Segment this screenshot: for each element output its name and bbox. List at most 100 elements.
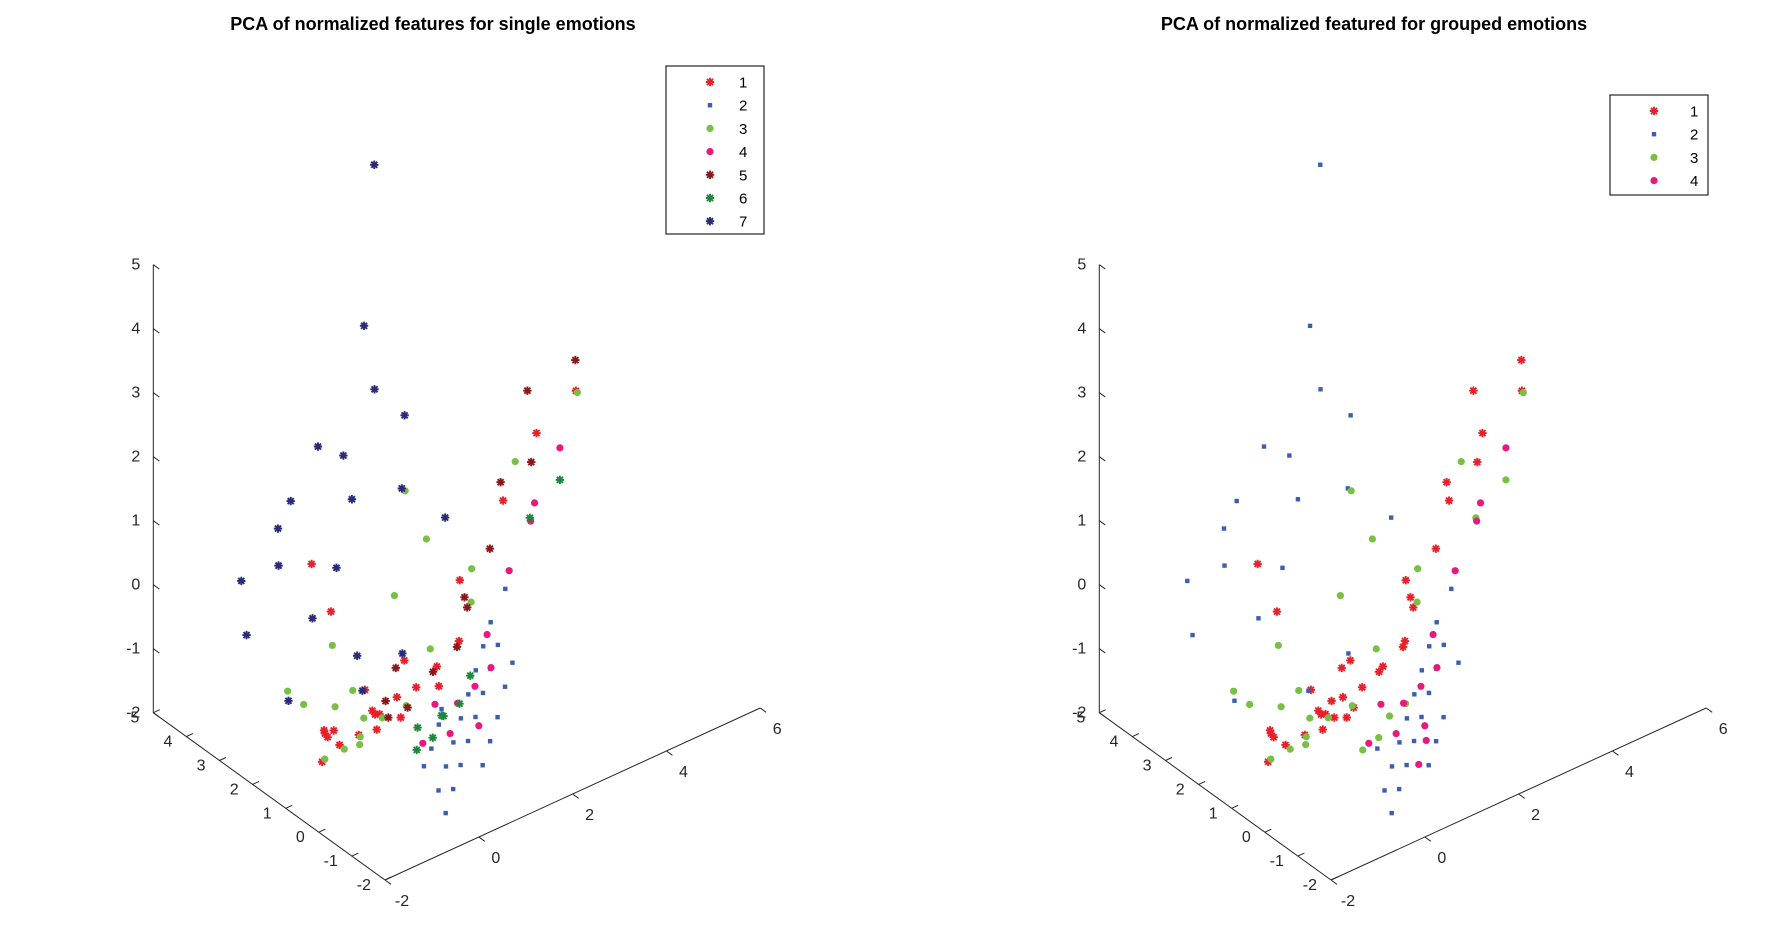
data-point — [426, 645, 434, 653]
x-tick-mark — [759, 707, 767, 713]
data-point — [307, 559, 316, 569]
data-point — [1277, 703, 1285, 711]
z-tick-mark — [1099, 264, 1106, 270]
data-point — [1377, 700, 1385, 708]
y-tick-label: -1 — [1270, 853, 1284, 870]
data-point — [1368, 535, 1376, 543]
y-tick-mark — [285, 804, 293, 809]
data-point — [510, 660, 515, 665]
data-point — [400, 656, 409, 665]
data-point — [391, 663, 400, 673]
data-point — [1318, 725, 1327, 734]
z-tick-mark — [1099, 648, 1106, 654]
data-point — [1451, 567, 1459, 575]
y-tick-mark — [1330, 876, 1338, 881]
data-point — [329, 726, 338, 735]
y-tick-mark — [1132, 733, 1140, 738]
data-point — [1347, 487, 1355, 495]
data-point — [1324, 714, 1332, 722]
data-point — [403, 703, 412, 712]
x-tick-mark — [1518, 793, 1525, 799]
data-point — [319, 726, 329, 735]
data-point — [1473, 457, 1482, 467]
y-tick-mark — [351, 852, 359, 857]
y-tick-mark — [1165, 757, 1173, 761]
data-point — [347, 495, 357, 504]
y-tick-mark — [219, 757, 227, 761]
series-2 — [1185, 162, 1461, 816]
series-5 — [381, 355, 580, 722]
data-point — [1469, 386, 1478, 395]
legend-marker — [705, 77, 715, 87]
z-tick-mark — [1099, 584, 1106, 590]
x-tick-label: -2 — [1341, 893, 1355, 910]
data-point — [1419, 714, 1424, 720]
data-point — [436, 788, 441, 793]
data-point — [1253, 559, 1262, 569]
data-point — [1261, 444, 1267, 449]
x-tick-mark — [1612, 750, 1619, 756]
data-point — [1295, 686, 1303, 695]
data-point — [1336, 592, 1344, 600]
data-point — [1417, 682, 1425, 690]
data-point — [356, 740, 364, 749]
data-point — [1449, 586, 1454, 592]
data-point — [1422, 736, 1430, 745]
z-tick-label: 4 — [131, 321, 140, 338]
legend-marker — [705, 170, 715, 179]
data-point — [480, 763, 485, 768]
data-point — [443, 810, 448, 816]
data-point — [1431, 544, 1441, 553]
legend-entry-label: 5 — [739, 167, 747, 184]
data-point — [1441, 642, 1447, 648]
z-tick-mark — [153, 648, 160, 654]
data-point — [323, 733, 332, 742]
z-tick-label: 2 — [131, 449, 140, 466]
data-point — [1412, 692, 1417, 697]
z-tick-label: -2 — [126, 705, 140, 722]
data-point — [1359, 746, 1367, 754]
data-point — [485, 544, 495, 553]
y-tick-mark — [186, 733, 194, 738]
data-point — [465, 738, 471, 744]
data-point — [1374, 667, 1384, 676]
data-point — [1419, 668, 1424, 673]
data-point — [317, 757, 327, 766]
data-point — [284, 687, 292, 695]
data-point — [1232, 698, 1237, 703]
data-point — [511, 458, 519, 466]
x-tick-mark — [1424, 836, 1432, 842]
data-point — [460, 593, 469, 602]
data-point — [1433, 739, 1439, 744]
z-tick-label: 2 — [1077, 449, 1086, 466]
data-point — [358, 686, 367, 695]
series-3 — [284, 389, 581, 763]
data-point — [1389, 810, 1394, 816]
data-point — [1302, 733, 1310, 741]
x-tick-label: -2 — [395, 893, 409, 910]
data-point — [1190, 632, 1195, 638]
data-point — [1306, 688, 1311, 693]
z-tick-label: 0 — [131, 577, 140, 594]
data-point — [1342, 713, 1351, 722]
z-tick-label: 5 — [131, 257, 140, 274]
data-point — [1346, 656, 1355, 665]
data-point — [473, 714, 478, 720]
data-point — [502, 684, 508, 689]
legend-marker — [706, 124, 714, 132]
data-point — [360, 714, 368, 722]
x-tick-label: 6 — [1719, 721, 1728, 738]
data-point — [573, 389, 581, 397]
data-point — [1338, 693, 1348, 702]
data-point — [339, 451, 348, 460]
data-point — [1274, 641, 1282, 650]
data-point — [475, 722, 483, 730]
data-point — [340, 745, 348, 753]
y-axis-line — [1099, 712, 1332, 881]
data-point — [1327, 696, 1336, 706]
data-point — [359, 321, 369, 331]
data-point — [1348, 413, 1353, 418]
data-point — [432, 662, 442, 671]
data-point — [370, 160, 379, 169]
data-point — [496, 478, 505, 487]
